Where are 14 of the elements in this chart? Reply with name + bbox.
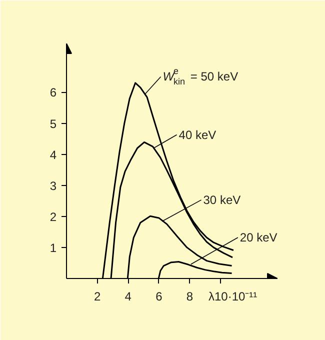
x-axis-title: λ10·10⁻¹¹ — [208, 290, 258, 304]
x-tick-label: 2 — [94, 290, 101, 304]
x-tick-label: 4 — [124, 290, 132, 304]
x-tick-label: 8 — [186, 290, 194, 304]
y-tick-label: 1 — [50, 240, 57, 255]
y-tick-label: 3 — [50, 178, 57, 193]
y-tick-label: 5 — [50, 116, 57, 131]
annotation: 20 keV — [240, 230, 278, 245]
annotation: 30 keV — [203, 192, 241, 207]
y-tick-label: 6 — [50, 86, 57, 100]
annotation: 40 keV — [178, 128, 216, 142]
y-tick-label: 4 — [50, 148, 57, 162]
y-tick-label: 2 — [50, 210, 57, 224]
x-tick-label: 6 — [156, 290, 163, 304]
